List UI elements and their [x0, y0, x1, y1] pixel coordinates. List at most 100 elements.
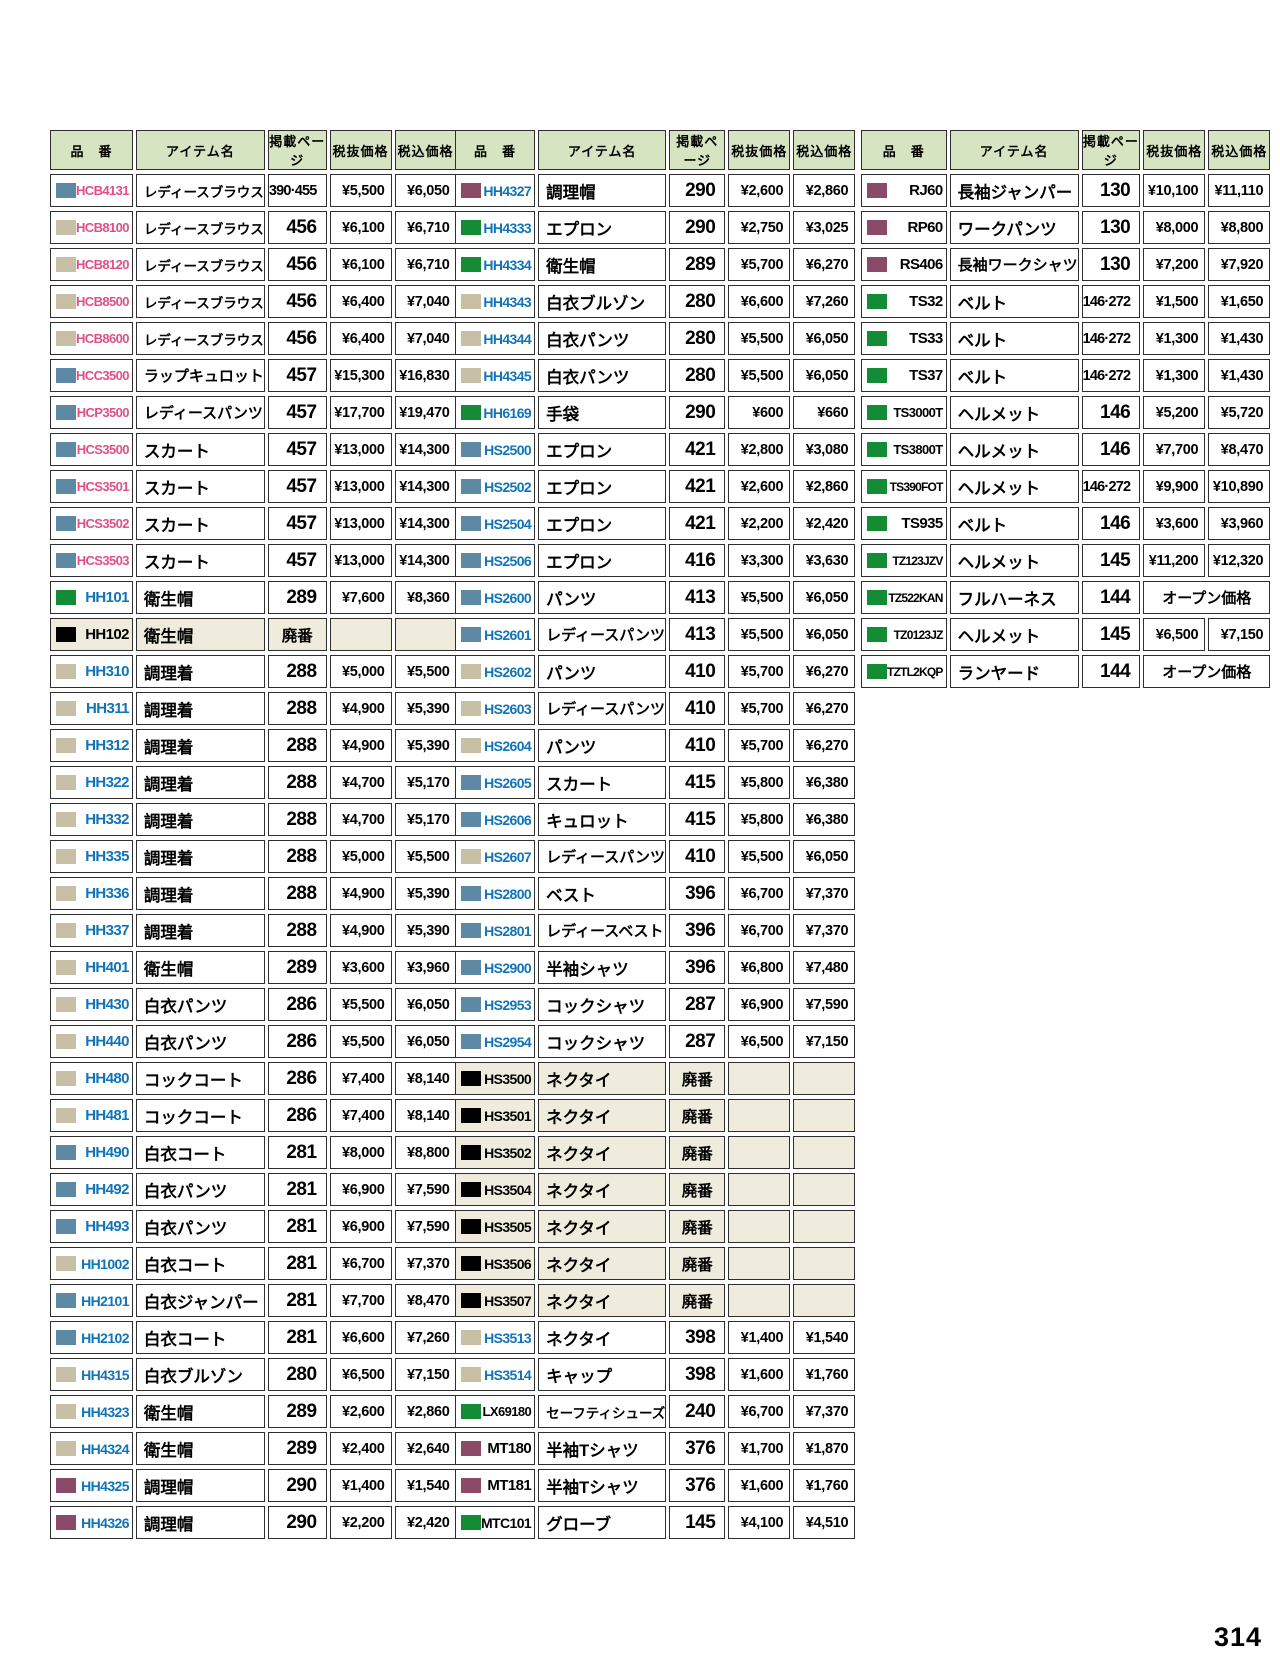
table-row: LX69180 セーフティシューズ 240 ¥6,700 ¥7,370	[455, 1395, 856, 1428]
price-excl-tax: ¥13,000	[329, 433, 392, 466]
catalog-page-number: 421	[669, 470, 726, 503]
table-row: TZ0123JZ ヘルメット 145 ¥6,500 ¥7,150	[861, 618, 1271, 651]
catalog-page-number: 145	[1081, 544, 1141, 577]
price-incl-tax: ¥7,150	[394, 1358, 457, 1391]
item-name: ラップキュロット	[135, 359, 265, 392]
price-excl-tax: ¥10,100	[1143, 174, 1206, 207]
product-code-cell: LX69180	[455, 1395, 536, 1428]
price-incl-tax: ¥5,390	[394, 692, 457, 725]
catalog-page-number: 146	[1081, 396, 1141, 429]
price-incl-tax: ¥6,050	[793, 581, 856, 614]
color-swatch-icon	[461, 1404, 481, 1419]
color-swatch-icon	[461, 368, 481, 383]
product-code-cell: HS2605	[455, 766, 536, 799]
catalog-page-number: 410	[669, 840, 726, 873]
price-excl-tax: ¥1,600	[728, 1469, 791, 1502]
table-row: HCS3500 スカート 457 ¥13,000 ¥14,300	[50, 433, 457, 466]
price-incl-tax: ¥5,170	[394, 766, 457, 799]
color-swatch-icon	[461, 1441, 481, 1456]
product-code-cell: RJ60	[861, 174, 947, 207]
product-code: HH337	[85, 922, 129, 939]
catalog-page-number: 456	[267, 248, 327, 281]
price-excl-tax: ¥7,200	[1143, 248, 1206, 281]
item-name: ワークパンツ	[949, 211, 1079, 244]
price-incl-tax: ¥12,320	[1208, 544, 1271, 577]
price-incl-tax: ¥1,870	[793, 1432, 856, 1465]
item-name: キュロット	[538, 803, 667, 836]
item-name: 白衣パンツ	[135, 1025, 265, 1058]
table-row: HS2800 ベスト 396 ¥6,700 ¥7,370	[455, 877, 856, 910]
catalog-page-number: 289	[669, 248, 726, 281]
table-row: HH322 調理着 288 ¥4,700 ¥5,170	[50, 766, 457, 799]
price-excl-tax	[728, 1062, 791, 1095]
item-name: 調理着	[135, 803, 265, 836]
color-swatch-icon	[867, 405, 887, 420]
product-code: HH310	[85, 663, 129, 680]
table-row: RP60 ワークパンツ 130 ¥8,000 ¥8,800	[861, 211, 1271, 244]
table-row: HH337 調理着 288 ¥4,900 ¥5,390	[50, 914, 457, 947]
catalog-page-number: 290	[669, 396, 726, 429]
price-excl-tax	[728, 1136, 791, 1169]
price-excl-tax	[728, 1173, 791, 1206]
price-incl-tax: ¥1,540	[394, 1469, 457, 1502]
item-name: 半袖シャツ	[538, 951, 667, 984]
table-row: HS2801 レディースベスト 396 ¥6,700 ¥7,370	[455, 914, 856, 947]
price-excl-tax: ¥4,900	[329, 877, 392, 910]
item-name: レディースブラウス	[135, 285, 265, 318]
price-incl-tax: ¥5,720	[1208, 396, 1271, 429]
header-row: 品 番アイテム名 掲載ページ 税抜価格 税込価格	[455, 130, 856, 170]
price-incl-tax: ¥2,860	[793, 174, 856, 207]
table-row: HH480 コックコート 286 ¥7,400 ¥8,140	[50, 1062, 457, 1095]
price-excl-tax: ¥7,700	[1143, 433, 1206, 466]
discontinued-label: 廃番	[267, 618, 327, 651]
table-row: HH2102 白衣コート 281 ¥6,600 ¥7,260	[50, 1321, 457, 1354]
table-row: HH336 調理着 288 ¥4,900 ¥5,390	[50, 877, 457, 910]
price-excl-tax: ¥6,900	[728, 988, 791, 1021]
price-excl-tax: ¥6,700	[329, 1247, 392, 1280]
price-excl-tax: ¥13,000	[329, 470, 392, 503]
table-row: HH440 白衣パンツ 286 ¥5,500 ¥6,050	[50, 1025, 457, 1058]
catalog-page-number: 281	[267, 1321, 327, 1354]
table-row: HCB8500 レディースブラウス 456 ¥6,400 ¥7,040	[50, 285, 457, 318]
item-name: ネクタイ	[538, 1173, 667, 1206]
product-code: HCB4131	[76, 183, 129, 198]
color-swatch-icon	[461, 960, 481, 975]
price-excl-tax: ¥4,900	[329, 914, 392, 947]
table-row: HH4323 衛生帽 289 ¥2,600 ¥2,860	[50, 1395, 457, 1428]
product-code: HH4326	[81, 1514, 129, 1531]
product-code: HCS3502	[76, 516, 130, 531]
product-code-cell: HS3505	[455, 1210, 536, 1243]
table-row: HCS3502 スカート 457 ¥13,000 ¥14,300	[50, 507, 457, 540]
product-code: HS3513	[484, 1329, 532, 1346]
product-code-cell: RS406	[861, 248, 947, 281]
catalog-page-number: 287	[669, 988, 726, 1021]
header-row: 品 番アイテム名 掲載ページ 税抜価格 税込価格	[50, 130, 457, 170]
product-code: HH2101	[81, 1292, 129, 1309]
product-code: HCC3500	[76, 368, 129, 383]
color-swatch-icon	[867, 331, 887, 346]
product-code: HCB8120	[76, 257, 129, 272]
product-code-cell: HH492	[50, 1173, 133, 1206]
price-excl-tax: ¥5,700	[728, 248, 791, 281]
product-code: HH332	[85, 811, 129, 828]
color-swatch-icon	[461, 1330, 481, 1345]
price-incl-tax: ¥6,270	[793, 655, 856, 688]
product-code: TZ123JZV	[892, 553, 943, 568]
product-code: RP60	[907, 219, 943, 236]
price-table-column-3: 品 番アイテム名 掲載ページ 税抜価格 税込価格 RJ60 長袖ジャンパー 130 ¥10,1…	[858, 126, 1273, 692]
item-name: ネクタイ	[538, 1247, 667, 1280]
product-code: TS32	[909, 293, 943, 310]
product-code: HH4333	[483, 219, 532, 236]
table-row: HH4343 白衣ブルゾン 280 ¥6,600 ¥7,260	[455, 285, 856, 318]
item-name: 白衣ブルゾン	[135, 1358, 265, 1391]
price-incl-tax: ¥14,300	[394, 470, 457, 503]
price-incl-tax: ¥6,710	[394, 248, 457, 281]
column-header: 税抜価格	[1143, 130, 1206, 170]
catalog-page-number: 415	[669, 803, 726, 836]
color-swatch-icon	[56, 664, 76, 679]
item-name: ベルト	[949, 285, 1079, 318]
price-incl-tax	[793, 1099, 856, 1132]
product-code: HS3507	[484, 1292, 532, 1309]
color-swatch-icon	[461, 1108, 481, 1123]
product-code-cell: HH1002	[50, 1247, 133, 1280]
